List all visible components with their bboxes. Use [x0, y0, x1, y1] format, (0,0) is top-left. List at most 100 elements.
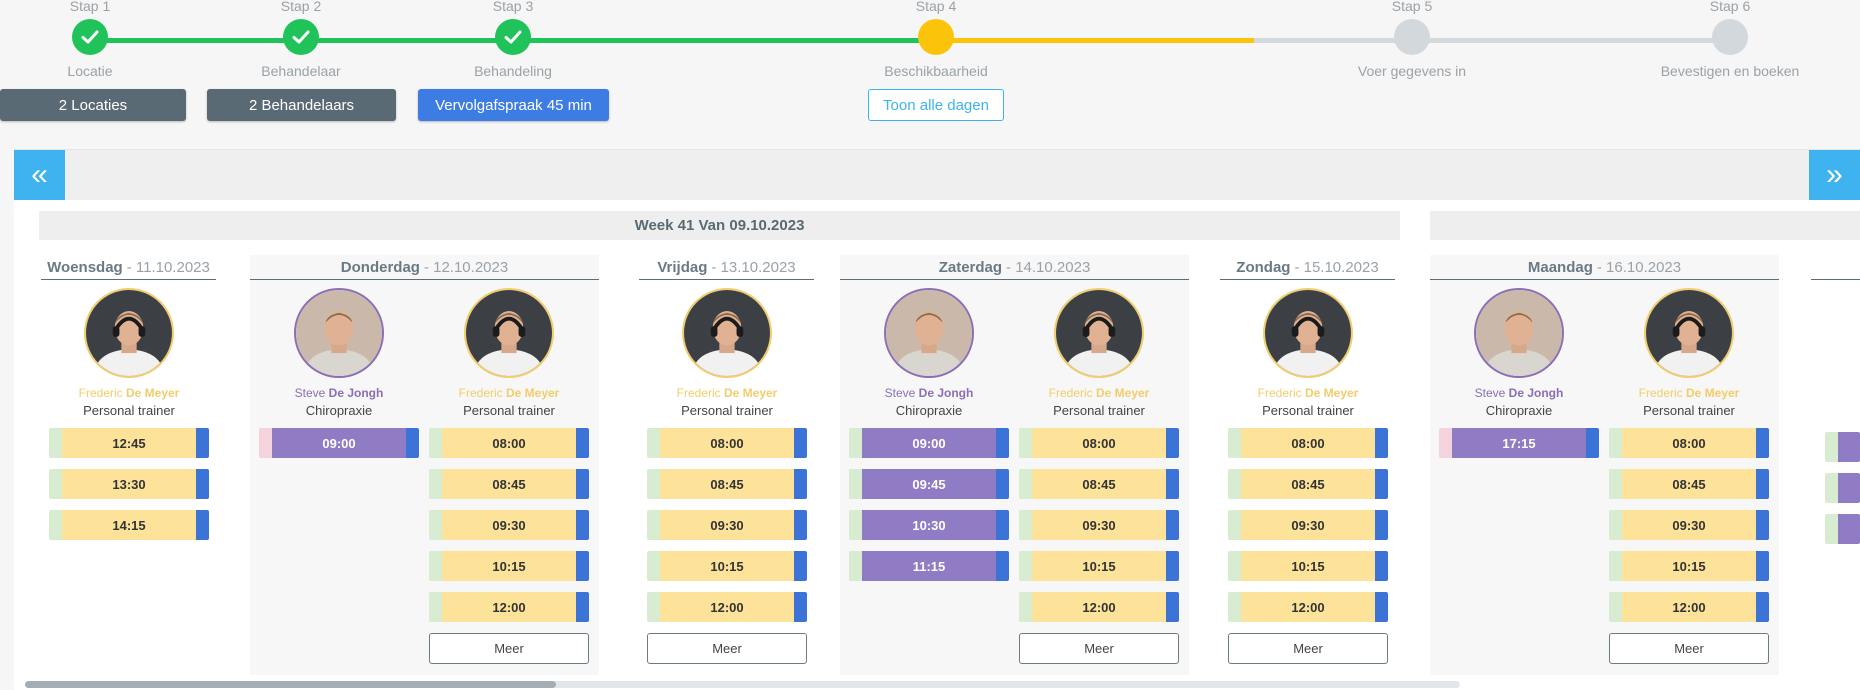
slot-right-marker: [1586, 428, 1599, 458]
time-slot-button[interactable]: 10:15: [1019, 551, 1179, 581]
time-slot-list: 09:00 09:45 10:30 11:15: [849, 428, 1009, 581]
time-slot-button[interactable]: 17:15: [1439, 428, 1599, 458]
next-day-column-partial: [1811, 255, 1860, 675]
slot-time: 12:00: [660, 592, 794, 622]
time-slot-button[interactable]: 08:45: [429, 469, 589, 499]
avatar[interactable]: [682, 288, 772, 378]
locations-button[interactable]: 2 Locaties: [0, 89, 186, 121]
step-2[interactable]: Stap 2 Behandelaar: [201, 0, 401, 79]
more-slots-button[interactable]: Meer: [1228, 633, 1388, 664]
slot-time: [1838, 514, 1860, 544]
practitioner-last-name: De Meyer: [505, 386, 560, 400]
time-slot-button[interactable]: 09:30: [1228, 510, 1388, 540]
avatar[interactable]: [1263, 288, 1353, 378]
day-name: Maandag: [1527, 258, 1593, 276]
day-header: Vrijdag - 13.10.2023: [639, 255, 814, 280]
time-slot-button[interactable]: 08:00: [1019, 428, 1179, 458]
practitioner-first-name: Frederic: [458, 386, 506, 400]
time-slot-button[interactable]: 08:45: [1609, 469, 1769, 499]
time-slot-list: 08:00 08:45 09:30 10:15 12:00: [1609, 428, 1769, 622]
slot-time: 12:45: [62, 428, 196, 458]
time-slot-button[interactable]: 10:15: [1609, 551, 1769, 581]
time-slot-button[interactable]: 09:00: [259, 428, 419, 458]
avatar[interactable]: [884, 288, 974, 378]
next-week-label: [1430, 211, 1860, 240]
avatar[interactable]: [1644, 288, 1734, 378]
slot-time: 08:45: [1622, 469, 1756, 499]
time-slot-button[interactable]: 10:15: [1228, 551, 1388, 581]
slot-left-marker: [1228, 551, 1241, 581]
avatar[interactable]: [1474, 288, 1564, 378]
headset-person-icon: [1265, 290, 1351, 376]
time-slot-button[interactable]: 08:45: [1228, 469, 1388, 499]
time-slot-button[interactable]: 10:15: [429, 551, 589, 581]
slot-left-marker: [1228, 428, 1241, 458]
time-slot-button[interactable]: 11:15: [849, 551, 1009, 581]
time-slot-button[interactable]: 09:00: [849, 428, 1009, 458]
avatar[interactable]: [1054, 288, 1144, 378]
slot-time: 08:00: [442, 428, 576, 458]
practitioner-role: Chiropraxie: [305, 403, 373, 418]
more-slots-button[interactable]: Meer: [429, 633, 589, 664]
slot-time: 12:00: [442, 592, 576, 622]
slot-left-marker: [849, 469, 862, 499]
double-chevron-right-icon[interactable]: »: [1809, 150, 1860, 200]
day-name: Donderdag: [340, 258, 420, 276]
time-slot-button[interactable]: 08:00: [647, 428, 807, 458]
time-slot-button[interactable]: 13:30: [49, 469, 209, 499]
more-slots-button[interactable]: Meer: [1609, 633, 1769, 664]
slot-time: 12:00: [1032, 592, 1166, 622]
step-number: Stap 2: [280, 0, 322, 14]
horizontal-scrollbar[interactable]: [25, 681, 1460, 688]
slot-right-marker: [996, 469, 1009, 499]
slot-left-marker: [647, 428, 660, 458]
time-slot-button[interactable]: 12:00: [647, 592, 807, 622]
time-slot-button[interactable]: 10:30: [849, 510, 1009, 540]
availability-panel: « » Week 41 Van 09.10.2023 Woensdag - 11.…: [14, 149, 1860, 690]
time-slot-button[interactable]: 08:00: [429, 428, 589, 458]
show-all-days-button[interactable]: Toon alle dagen: [868, 89, 1004, 121]
time-slot-button[interactable]: 09:30: [429, 510, 589, 540]
practitioner-role: Personal trainer: [463, 403, 555, 418]
avatar[interactable]: [294, 288, 384, 378]
slot-time: 10:30: [862, 510, 996, 540]
time-slot-button[interactable]: 10:15: [647, 551, 807, 581]
time-slot-button[interactable]: 08:45: [647, 469, 807, 499]
time-slot-button[interactable]: 09:30: [1019, 510, 1179, 540]
more-slots-button[interactable]: Meer: [1019, 633, 1179, 664]
time-slot-button[interactable]: 08:45: [1019, 469, 1179, 499]
day-column: Donderdag - 12.10.2023 Steve De Jongh Chiro…: [250, 255, 599, 675]
time-slot-button[interactable]: [1825, 432, 1860, 462]
time-slot-button[interactable]: 12:45: [49, 428, 209, 458]
scrollbar-thumb[interactable]: [25, 681, 556, 688]
time-slot-button[interactable]: 08:00: [1228, 428, 1388, 458]
avatar[interactable]: [464, 288, 554, 378]
practitioners-button[interactable]: 2 Behandelaars: [207, 89, 396, 121]
slot-time: 09:30: [442, 510, 576, 540]
slot-left-marker: [1609, 469, 1622, 499]
time-slot-button[interactable]: [1825, 514, 1860, 544]
time-slot-button[interactable]: 09:45: [849, 469, 1009, 499]
time-slot-button[interactable]: 12:00: [1228, 592, 1388, 622]
time-slot-button[interactable]: 08:00: [1609, 428, 1769, 458]
practitioner-name: Frederic De Meyer: [647, 386, 807, 400]
more-slots-button[interactable]: Meer: [647, 633, 807, 664]
step-3[interactable]: Stap 3 Behandeling: [413, 0, 613, 79]
time-slot-button[interactable]: 09:30: [1609, 510, 1769, 540]
time-slot-list: 08:00 08:45 09:30 10:15 12:00: [1019, 428, 1179, 622]
time-slot-button[interactable]: 12:00: [429, 592, 589, 622]
time-slot-button[interactable]: 12:00: [1609, 592, 1769, 622]
step-label: Locatie: [67, 63, 113, 79]
time-slot-button[interactable]: 09:30: [647, 510, 807, 540]
double-chevron-left-icon[interactable]: «: [14, 150, 65, 200]
treatment-button[interactable]: Vervolgafspraak 45 min: [418, 89, 609, 121]
practitioner-first-name: Steve: [294, 386, 329, 400]
slot-time: 09:30: [1241, 510, 1375, 540]
time-slot-button[interactable]: 12:00: [1019, 592, 1179, 622]
time-slot-button[interactable]: [1825, 473, 1860, 503]
avatar[interactable]: [84, 288, 174, 378]
time-slot-button[interactable]: 14:15: [49, 510, 209, 540]
slot-left-marker: [429, 510, 442, 540]
headset-person-icon: [466, 290, 552, 376]
step-1[interactable]: Stap 1 Locatie: [0, 0, 190, 79]
